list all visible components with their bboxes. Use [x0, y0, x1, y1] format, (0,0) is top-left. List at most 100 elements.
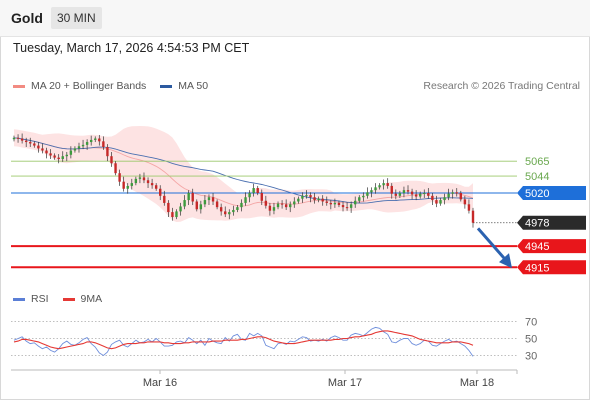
candle	[325, 201, 328, 203]
candle	[199, 204, 203, 210]
candle	[390, 185, 393, 194]
level-label-4915: 4915	[525, 262, 549, 274]
candle	[224, 211, 227, 215]
candle	[370, 190, 373, 193]
candle	[345, 207, 349, 209]
rsi-ma9-line	[13, 330, 474, 350]
candle	[455, 192, 458, 194]
candle	[362, 195, 365, 198]
legend-label-bollinger: MA 20 + Bollinger Bands	[31, 80, 147, 92]
legend-label-ma50: MA 50	[178, 80, 209, 92]
candle	[29, 142, 32, 144]
candle	[260, 193, 263, 201]
candle	[374, 187, 377, 191]
candle	[179, 206, 182, 212]
candle	[427, 193, 430, 196]
level-label-5044: 5044	[525, 171, 549, 183]
candle	[228, 212, 231, 215]
candle	[268, 205, 272, 211]
legend-label-9ma: 9MA	[80, 293, 103, 305]
candle	[16, 137, 20, 139]
candle	[333, 202, 337, 205]
candle	[61, 156, 64, 160]
candle	[232, 209, 235, 213]
candle	[122, 181, 125, 189]
candle	[382, 183, 385, 186]
candle	[69, 150, 73, 155]
candle	[284, 204, 288, 208]
candle	[378, 185, 381, 188]
candle	[102, 141, 105, 147]
timeframe-button[interactable]: 30 MIN	[51, 7, 102, 29]
candle	[305, 195, 308, 197]
candle	[118, 173, 121, 182]
level-label-5020: 5020	[525, 188, 549, 200]
header-bar: Gold 30 MIN	[0, 0, 590, 37]
candle	[337, 202, 341, 206]
level-label-5065: 5065	[525, 156, 549, 168]
candle	[451, 192, 454, 194]
candle	[297, 198, 300, 202]
legend-swatch-rsi	[13, 297, 25, 301]
candle	[183, 200, 186, 207]
rsi-level-label-70: 70	[525, 317, 537, 329]
candle	[423, 193, 426, 194]
candle	[85, 142, 89, 145]
candle	[57, 157, 60, 160]
candle	[366, 192, 369, 196]
candle	[317, 198, 320, 201]
candle	[114, 163, 117, 174]
candle	[252, 188, 255, 193]
candle	[301, 195, 304, 199]
candle	[349, 204, 353, 208]
candle	[447, 193, 450, 198]
legend-label-rsi: RSI	[31, 293, 49, 305]
candle	[159, 188, 162, 196]
candle	[329, 202, 333, 205]
candle	[98, 138, 101, 142]
forecast-arrow-head	[499, 253, 512, 269]
candle	[73, 148, 77, 151]
candle	[459, 193, 463, 200]
legend-item-rsi: RSI	[13, 293, 49, 305]
rsi-legend: RSI 9MA	[13, 293, 116, 305]
timestamp: Tuesday, March 17, 2026 4:54:53 PM CET	[13, 41, 250, 55]
candle	[248, 193, 251, 198]
candle	[280, 203, 284, 205]
rsi-level-label-50: 50	[525, 334, 537, 346]
candle	[207, 197, 211, 201]
candle	[463, 199, 467, 205]
instrument-title: Gold	[11, 10, 43, 26]
candle	[187, 193, 190, 201]
candle	[313, 197, 316, 201]
candle	[431, 195, 434, 201]
candle	[171, 212, 174, 218]
candle	[45, 150, 48, 154]
candle	[256, 188, 259, 193]
candle	[20, 138, 24, 141]
candle	[410, 191, 414, 195]
candle	[154, 185, 158, 189]
candle	[106, 147, 109, 157]
candle	[49, 153, 52, 156]
candle	[77, 146, 81, 149]
candle	[398, 193, 402, 196]
candle	[386, 183, 389, 186]
main-legend: MA 20 + Bollinger Bands MA 50	[13, 80, 222, 92]
legend-item-bollinger: MA 20 + Bollinger Bands	[13, 80, 146, 92]
candle	[402, 190, 406, 193]
candle	[321, 198, 324, 202]
candle	[358, 197, 361, 201]
candle	[146, 180, 150, 184]
candle	[33, 143, 36, 146]
x-tick-label: Mar 18	[460, 377, 494, 389]
candle	[12, 137, 16, 140]
candle	[167, 202, 170, 213]
candle	[94, 138, 97, 140]
candle	[244, 197, 247, 203]
candle	[37, 145, 40, 149]
candle	[435, 200, 438, 204]
candle	[130, 183, 133, 186]
level-label-4978: 4978	[525, 218, 549, 230]
